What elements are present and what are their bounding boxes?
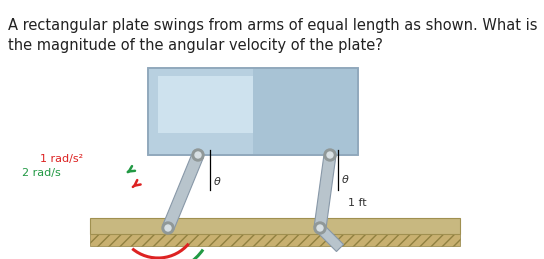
Circle shape	[317, 225, 323, 231]
Circle shape	[195, 152, 201, 158]
Circle shape	[192, 149, 204, 161]
Bar	[148, 68, 358, 155]
Text: 1 rad/s²: 1 rad/s²	[40, 154, 83, 164]
Text: the magnitude of the angular velocity of the plate?: the magnitude of the angular velocity of…	[8, 38, 383, 53]
Bar	[253, 68, 358, 155]
Text: θ: θ	[342, 175, 349, 185]
Bar	[148, 68, 358, 155]
Polygon shape	[317, 225, 343, 251]
Circle shape	[324, 149, 336, 161]
Text: 2 rad/s: 2 rad/s	[22, 168, 61, 178]
Circle shape	[162, 222, 174, 234]
Circle shape	[314, 222, 326, 234]
Polygon shape	[163, 153, 203, 230]
Bar	[158, 76, 252, 133]
Polygon shape	[314, 154, 336, 229]
Text: A rectangular plate swings from arms of equal length as shown. What is: A rectangular plate swings from arms of …	[8, 18, 537, 33]
Bar	[90, 234, 460, 246]
Text: 1 ft: 1 ft	[348, 198, 367, 208]
Bar	[90, 218, 460, 234]
Circle shape	[327, 152, 333, 158]
Circle shape	[165, 225, 171, 231]
Text: θ: θ	[214, 177, 221, 187]
